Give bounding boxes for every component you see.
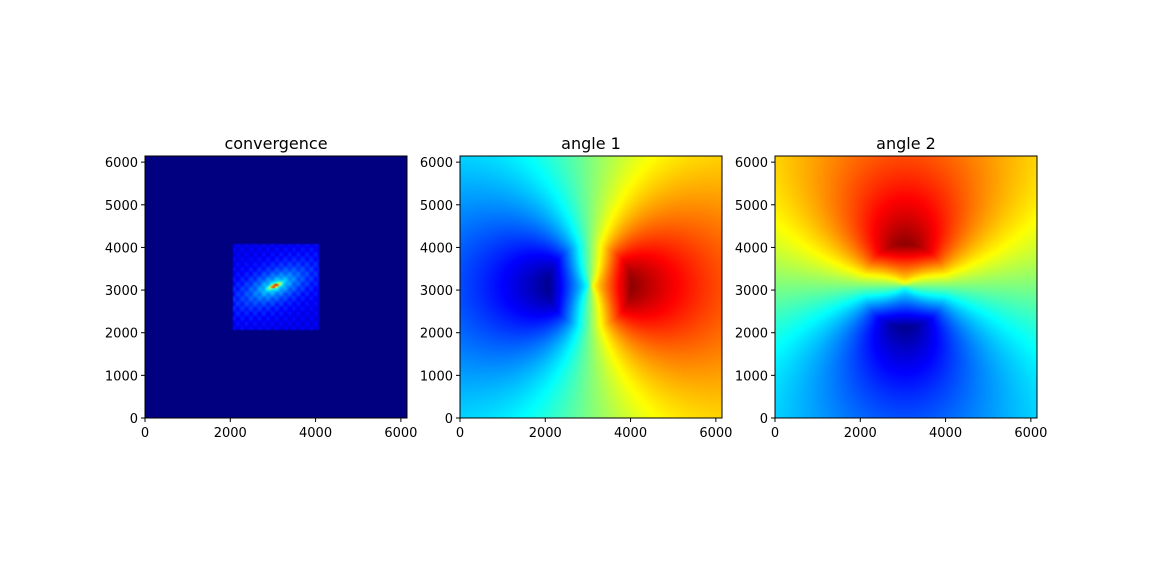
- x-tick-label: 6000: [1014, 426, 1047, 441]
- y-tick-label: 6000: [735, 156, 768, 171]
- y-tick-label: 2000: [735, 327, 768, 342]
- y-tick-label: 5000: [420, 199, 453, 214]
- axes-frame: [774, 155, 1038, 419]
- x-tick-label: 0: [456, 426, 464, 441]
- y-tick-label: 3000: [420, 284, 453, 299]
- y-tick-label: 3000: [735, 284, 768, 299]
- x-tick-label: 2000: [529, 426, 562, 441]
- y-tick-label: 1000: [735, 369, 768, 384]
- panel-title: angle 2: [876, 134, 936, 153]
- x-tick-label: 4000: [614, 426, 647, 441]
- y-tick-label: 4000: [105, 241, 138, 256]
- y-tick-label: 6000: [105, 156, 138, 171]
- panel-title: convergence: [224, 134, 327, 153]
- y-tick-label: 1000: [105, 369, 138, 384]
- chart-panel-3: angle 2 0 2000 4000 6000 0 1000 2000 3000 4000 500…: [735, 134, 1048, 441]
- x-tick-label: 4000: [299, 426, 332, 441]
- x-tick-label: 0: [771, 426, 779, 441]
- x-tick-label: 2000: [844, 426, 877, 441]
- y-tick-label: 0: [445, 412, 453, 427]
- heatmap-image-2: [460, 156, 722, 418]
- y-tick-label: 4000: [735, 241, 768, 256]
- y-tick-label: 5000: [735, 199, 768, 214]
- y-tick-label: 0: [130, 412, 138, 427]
- x-tick-label: 2000: [214, 426, 247, 441]
- heatmap-image-3: [775, 156, 1037, 418]
- y-tick-label: 1000: [420, 369, 453, 384]
- y-tick-label: 4000: [420, 241, 453, 256]
- y-tick-label: 0: [760, 412, 768, 427]
- x-tick-label: 6000: [699, 426, 732, 441]
- x-tick-label: 6000: [384, 426, 417, 441]
- panel-title: angle 1: [561, 134, 621, 153]
- y-tick-label: 2000: [420, 327, 453, 342]
- x-tick-label: 0: [141, 426, 149, 441]
- axes-frame: [459, 155, 723, 419]
- y-tick-label: 3000: [105, 284, 138, 299]
- heatmap-image-1: [145, 156, 407, 418]
- y-tick-label: 2000: [105, 327, 138, 342]
- y-tick-label: 6000: [420, 156, 453, 171]
- x-tick-label: 4000: [929, 426, 962, 441]
- chart-panel-1: convergence 0 2000 4000 6000 0 1000 2000 3000 400…: [105, 134, 418, 441]
- chart-panel-2: angle 1 0 2000 4000 6000 0 1000 2000 3000 4000 500…: [420, 134, 733, 441]
- axes-frame: [144, 155, 408, 419]
- y-tick-label: 5000: [105, 199, 138, 214]
